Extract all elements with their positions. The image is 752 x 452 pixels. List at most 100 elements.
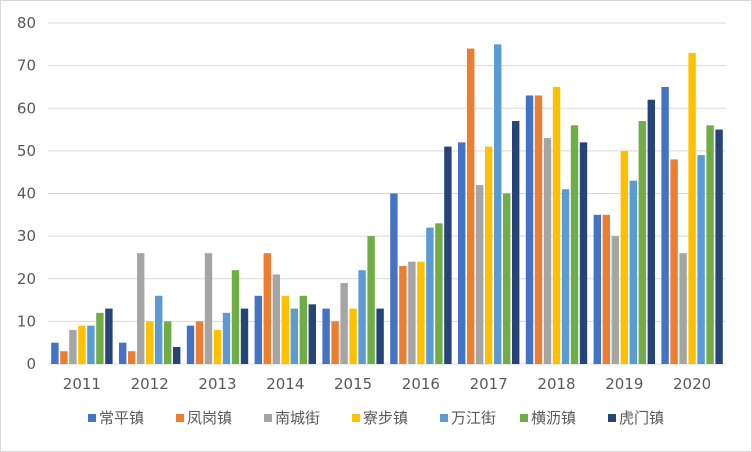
bar-2017-1 <box>467 48 475 364</box>
bar-2017-6 <box>512 121 520 364</box>
legend-swatch <box>88 414 96 422</box>
x-tick-label: 2018 <box>537 375 575 393</box>
y-tick-label: 10 <box>17 312 36 330</box>
y-tick-label: 20 <box>17 270 36 288</box>
bar-2013-3 <box>213 329 222 364</box>
bar-2011-3 <box>78 325 86 364</box>
bar-2015-3 <box>349 308 357 364</box>
bar-2014-2 <box>272 274 280 364</box>
bar-2016-0 <box>390 193 398 364</box>
bar-2011-4 <box>87 325 95 364</box>
bar-2017-4 <box>494 44 502 364</box>
x-tick-label: 2016 <box>402 375 440 393</box>
bar-2014-3 <box>281 295 289 364</box>
legend-item: 万江街 <box>440 409 496 427</box>
bar-2016-1 <box>399 265 407 364</box>
legend-item: 南城街 <box>264 409 320 427</box>
bar-2013-6 <box>240 308 249 364</box>
bar-2011-6 <box>105 308 113 364</box>
x-tick-label: 2014 <box>266 375 304 393</box>
bar-2020-1 <box>670 159 678 364</box>
x-tick-label: 2017 <box>470 375 508 393</box>
bar-2019-2 <box>611 236 619 364</box>
y-axis: 0 10 20 30 40 50 60 70 80 <box>17 14 36 373</box>
bar-2014-1 <box>263 253 271 364</box>
y-tick-label: 80 <box>17 14 36 32</box>
bar-2017-0 <box>458 142 466 364</box>
bar-2018-0 <box>525 95 534 365</box>
bar-2015-0 <box>322 308 330 364</box>
bar-2012-4 <box>155 295 163 364</box>
legend-item: 横沥镇 <box>520 409 576 427</box>
bar-2018-6 <box>579 142 588 364</box>
y-tick-label: 60 <box>17 99 36 117</box>
legend-swatch <box>520 414 528 422</box>
legend-item: 虎门镇 <box>608 409 664 427</box>
bar-2020-4 <box>697 155 705 364</box>
x-tick-label: 2015 <box>334 375 372 393</box>
bar-2013-2 <box>204 253 213 364</box>
x-tick-label: 2011 <box>63 375 101 393</box>
legend: 常平镇 凤岗镇 南城街 寮步镇 万江街 横沥镇 虎门镇 <box>88 409 664 427</box>
bar-2015-1 <box>331 321 339 364</box>
bar-2015-4 <box>358 270 366 364</box>
bar-2019-4 <box>629 180 637 364</box>
y-tick-label: 50 <box>17 142 36 160</box>
legend-item: 寮步镇 <box>352 409 408 427</box>
bar-2016-5 <box>435 223 443 364</box>
bar-2013-0 <box>186 325 195 364</box>
bar-2019-1 <box>602 214 610 364</box>
legend-swatch <box>264 414 272 422</box>
bar-2018-1 <box>534 95 543 365</box>
legend-label: 虎门镇 <box>619 409 664 427</box>
bar-2018-4 <box>561 189 570 364</box>
bar-2015-5 <box>367 236 375 364</box>
bar-2017-5 <box>503 193 511 364</box>
bar-2019-0 <box>593 214 601 364</box>
x-axis: 2011 2012 2013 2014 2015 2016 2017 2018 2019 2020 <box>63 375 711 393</box>
bar-2016-4 <box>426 227 434 364</box>
legend-label: 常平镇 <box>99 409 144 427</box>
bar-2014-0 <box>254 295 262 364</box>
legend-item: 凤岗镇 <box>176 409 232 427</box>
bar-2012-2 <box>137 253 145 364</box>
bar-2020-0 <box>661 86 669 364</box>
bar-2020-3 <box>688 52 696 365</box>
bar-2014-6 <box>308 304 316 364</box>
x-tick-label: 2019 <box>605 375 643 393</box>
bar-2015-6 <box>376 308 384 364</box>
bar-2016-2 <box>408 261 416 364</box>
bar-2012-0 <box>119 342 127 364</box>
bar-2015-2 <box>340 283 348 364</box>
bar-2011-2 <box>69 329 77 364</box>
legend-label: 万江街 <box>451 409 496 427</box>
bar-2020-6 <box>715 129 723 364</box>
bar-2018-2 <box>543 138 552 364</box>
legend-swatch <box>440 414 448 422</box>
y-tick-label: 0 <box>26 355 36 373</box>
bar-2018-3 <box>552 86 561 364</box>
legend-label: 南城街 <box>275 409 320 427</box>
bars <box>51 44 723 365</box>
bar-2014-4 <box>290 308 298 364</box>
bar-2017-2 <box>476 184 484 364</box>
legend-label: 凤岗镇 <box>187 409 232 427</box>
bar-2020-2 <box>679 253 687 364</box>
x-tick-label: 2012 <box>131 375 169 393</box>
legend-label: 寮步镇 <box>363 409 408 427</box>
x-tick-label: 2020 <box>673 375 711 393</box>
bar-2011-0 <box>51 342 59 364</box>
legend-label: 横沥镇 <box>531 409 576 427</box>
bar-2019-3 <box>620 150 628 364</box>
bar-2013-1 <box>195 321 204 364</box>
bar-2017-3 <box>485 146 493 364</box>
bar-2020-5 <box>706 125 714 364</box>
bar-2016-3 <box>417 261 425 364</box>
y-tick-label: 30 <box>17 227 36 245</box>
legend-item: 常平镇 <box>88 409 144 427</box>
legend-swatch <box>608 414 616 422</box>
bar-2013-5 <box>231 270 240 364</box>
bar-2012-5 <box>164 321 172 364</box>
bar-2014-5 <box>299 295 307 364</box>
